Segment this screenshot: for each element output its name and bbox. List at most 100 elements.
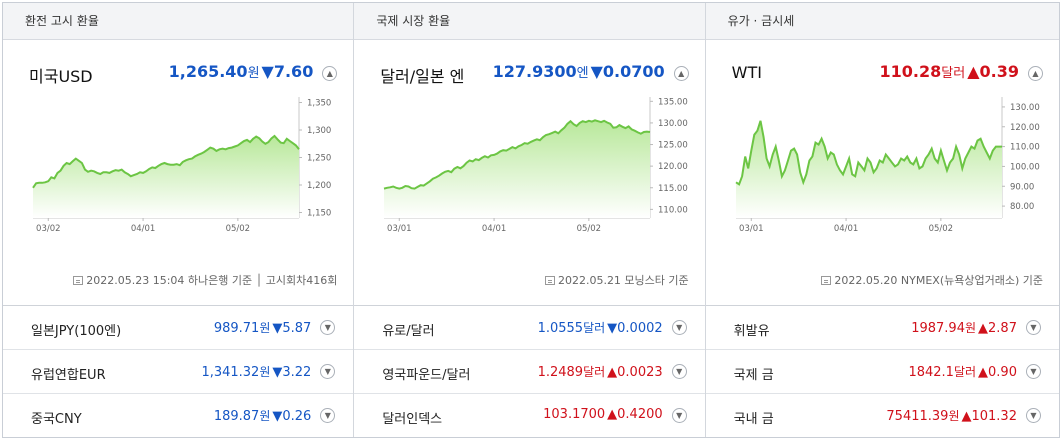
main-quote-value: 1,265.40 bbox=[168, 62, 248, 81]
quote-list: 유로/달러 1.0555달러 ▼0.0002 ▼ 영국파운드/달러 1.2489달… bbox=[354, 306, 705, 438]
quote-row[interactable]: 유럽연합EUR 1,341.32원 ▼3.22 ▼ bbox=[3, 350, 354, 394]
panel-exchange-notice: 환전 고시 환율 미국USD 1,265.40원 ▼7.60 ▲ 1,350 1,3… bbox=[3, 3, 355, 438]
quote-value: 1987.94 bbox=[911, 321, 965, 336]
quote-row[interactable]: 휘발유 1987.94원 ▲2.87 ▼ bbox=[705, 306, 1059, 350]
main-quote-value: 127.9300 bbox=[492, 62, 577, 81]
change-arrow-icon: ▲ bbox=[967, 62, 980, 81]
y-tick-label: 130.00 bbox=[658, 119, 688, 129]
chevron-down-icon[interactable]: ▼ bbox=[1025, 364, 1041, 379]
panel-header[interactable]: 유가 · 금시세 bbox=[705, 3, 1059, 40]
chevron-down-icon[interactable]: ▼ bbox=[320, 320, 336, 335]
quote-unit: 달러 bbox=[953, 365, 977, 379]
quote-change: 2.87 bbox=[988, 321, 1017, 336]
quote-change: 0.0002 bbox=[617, 321, 663, 336]
quote-name[interactable]: 국제 금 bbox=[733, 368, 774, 383]
change-arrow-icon: ▲ bbox=[978, 365, 989, 380]
quote-row[interactable]: 달러인덱스 103.1700 ▲0.4200 ▼ bbox=[354, 394, 704, 438]
panel-oil-gold: 유가 · 금시세 WTI 110.28달러 ▲0.39 ▲ 130.00 120.0… bbox=[705, 3, 1059, 438]
quote-unit: 원 bbox=[964, 321, 977, 335]
chevron-down-icon[interactable]: ▼ bbox=[671, 320, 687, 335]
series-area bbox=[384, 120, 651, 218]
source-note: 2022.05.23 15:04 하나은행 기준 │ 고시회차416회 bbox=[73, 272, 337, 288]
quote-change: 0.26 bbox=[282, 409, 312, 424]
quote-row[interactable]: 국내 금 75411.39원 ▲101.32 ▼ bbox=[706, 394, 1059, 438]
quote-change: 0.90 bbox=[988, 365, 1017, 380]
source-text: 2022.05.23 15:04 하나은행 기준 │ 고시회차416회 bbox=[86, 274, 338, 287]
quote-unit: 달러 bbox=[583, 365, 606, 379]
chevron-up-icon[interactable]: ▲ bbox=[1027, 66, 1043, 81]
chevron-down-icon[interactable]: ▼ bbox=[671, 408, 687, 423]
y-tick-label: 125.00 bbox=[658, 141, 688, 151]
chevron-down-icon[interactable]: ▼ bbox=[320, 364, 336, 379]
quote-name[interactable]: 유럽연합EUR bbox=[31, 368, 106, 383]
change-arrow-icon: ▲ bbox=[607, 407, 618, 422]
quote-value-group: 1987.94원 ▲2.87 bbox=[911, 319, 1017, 336]
main-quote-name[interactable]: 달러/일본 엔 bbox=[380, 67, 465, 86]
quote-unit: 달러 bbox=[583, 321, 606, 335]
quote-row[interactable]: 중국CNY 189.87원 ▼0.26 ▼ bbox=[3, 394, 353, 438]
quote-unit: 원 bbox=[948, 409, 960, 423]
x-tick-label: 03/02 bbox=[36, 224, 61, 234]
x-tick-label: 05/02 bbox=[928, 224, 953, 234]
y-tick-label: 1,300 bbox=[307, 126, 331, 136]
quote-change: 3.22 bbox=[282, 365, 312, 380]
quote-name[interactable]: 국내 금 bbox=[733, 412, 774, 427]
quote-row[interactable]: 국제 금 1842.1달러 ▲0.90 ▼ bbox=[705, 350, 1059, 394]
quote-name[interactable]: 휘발유 bbox=[733, 324, 770, 339]
quote-name[interactable]: 영국파운드/달러 bbox=[382, 368, 471, 383]
y-tick-label: 80.00 bbox=[1010, 202, 1034, 212]
quote-name[interactable]: 달러인덱스 bbox=[382, 412, 443, 427]
change-arrow-icon: ▼ bbox=[272, 365, 283, 380]
chevron-up-icon[interactable]: ▲ bbox=[322, 66, 338, 81]
series-area bbox=[33, 136, 299, 218]
y-tick-label: 120.00 bbox=[658, 162, 688, 172]
quote-name[interactable]: 유로/달러 bbox=[382, 324, 435, 339]
main-quote-header: WTI 110.28달러 ▲0.39 ▲ bbox=[706, 60, 1059, 88]
quote-name[interactable]: 일본JPY(100엔) bbox=[31, 324, 122, 339]
x-tick-label: 04/01 bbox=[482, 224, 507, 234]
chevron-down-icon[interactable]: ▼ bbox=[1025, 408, 1041, 423]
main-quote-header: 미국USD 1,265.40원 ▼7.60 ▲ bbox=[3, 60, 353, 88]
chevron-up-icon[interactable]: ▲ bbox=[673, 66, 689, 81]
price-chart: 135.00 130.00 125.00 120.00 115.00 110.00 03/0… bbox=[384, 97, 688, 234]
quote-value: 189.87 bbox=[213, 409, 260, 424]
quote-value-group: 989.71원 ▼5.87 bbox=[214, 319, 312, 336]
quote-change: 5.87 bbox=[282, 321, 312, 336]
quote-unit: 원 bbox=[259, 409, 271, 423]
x-tick-label: 03/01 bbox=[387, 224, 412, 234]
chevron-down-icon[interactable]: ▼ bbox=[671, 364, 687, 379]
quote-row[interactable]: 유로/달러 1.0555달러 ▼0.0002 ▼ bbox=[354, 306, 705, 350]
change-arrow-icon: ▲ bbox=[978, 321, 989, 336]
x-tick-label: 05/02 bbox=[226, 224, 251, 234]
y-tick-label: 120.00 bbox=[1010, 123, 1040, 133]
chevron-down-icon[interactable]: ▼ bbox=[320, 408, 336, 423]
quote-value: 103.1700 bbox=[543, 407, 606, 422]
quote-value-group: 189.87원 ▼0.26 bbox=[214, 407, 312, 424]
y-tick-label: 100.00 bbox=[1010, 162, 1040, 172]
main-quote-name[interactable]: WTI bbox=[731, 63, 762, 82]
series-line bbox=[384, 119, 651, 190]
main-quote-value: 110.28 bbox=[879, 62, 942, 81]
change-arrow-icon: ▲ bbox=[961, 409, 972, 424]
quote-unit: 원 bbox=[259, 365, 271, 379]
panel-header[interactable]: 국제 시장 환율 bbox=[354, 3, 705, 40]
quote-value-group: 1.0555달러 ▼0.0002 bbox=[538, 319, 663, 336]
y-tick-label: 1,200 bbox=[307, 181, 331, 191]
x-tick-label: 05/02 bbox=[577, 224, 602, 234]
panel-header[interactable]: 환전 고시 환율 bbox=[3, 3, 354, 40]
chevron-down-icon[interactable]: ▼ bbox=[1025, 320, 1041, 335]
main-quote-unit: 달러 bbox=[941, 66, 966, 81]
quote-unit: 원 bbox=[259, 321, 271, 335]
main-quote-name[interactable]: 미국USD bbox=[29, 67, 93, 86]
main-quote-unit: 엔 bbox=[576, 66, 589, 81]
quote-row[interactable]: 영국파운드/달러 1.2489달러 ▲0.0023 ▼ bbox=[354, 350, 705, 394]
change-arrow-icon: ▼ bbox=[272, 409, 283, 424]
quote-row[interactable]: 일본JPY(100엔) 989.71원 ▼5.87 ▼ bbox=[3, 306, 354, 350]
document-icon bbox=[73, 276, 84, 285]
y-tick-label: 110.00 bbox=[1010, 143, 1040, 153]
quote-name[interactable]: 중국CNY bbox=[31, 412, 82, 427]
source-note: 2022.05.20 NYMEX(뉴욕상업거래소) 기준 bbox=[821, 272, 1043, 288]
y-tick-label: 1,350 bbox=[307, 99, 331, 109]
y-tick-label: 110.00 bbox=[658, 205, 688, 215]
